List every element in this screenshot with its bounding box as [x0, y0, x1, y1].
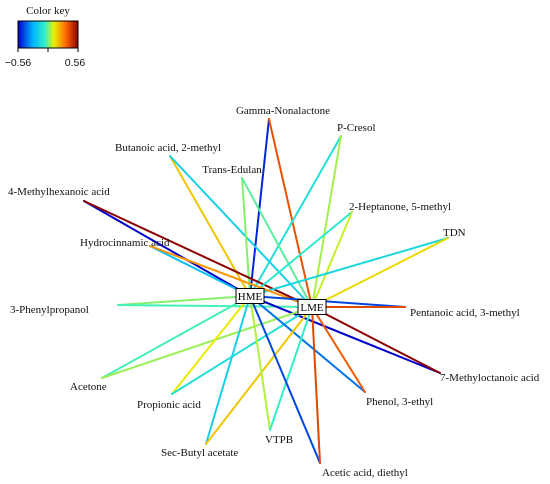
- hub-box-hme: [235, 288, 265, 304]
- node-label-3-phenylpropanol: 3-Phenylpropanol: [10, 304, 89, 316]
- edge-hme-gamma-nonalactone: [249, 118, 270, 297]
- edge-lme-butanoic-acid-2-methyl: [169, 155, 313, 308]
- node-label-trans-edulan: Trans-Edulan: [202, 164, 262, 176]
- node-label-hydrocinnamic-acid: Hydrocinnamic acid: [80, 237, 170, 249]
- node-label-acetone: Acetone: [70, 381, 107, 393]
- edge-lme-phenol-3-ethyl: [311, 306, 366, 393]
- node-label-2-heptanone-5-methyl: 2-Heptanone, 5-methyl: [349, 201, 451, 213]
- edge-lme-2-heptanone-5-methyl: [311, 211, 353, 308]
- color-key-title: Color key: [26, 5, 70, 17]
- edge-lme-trans-edulan: [241, 177, 313, 308]
- edges: [83, 118, 449, 464]
- node-label-gamma-nonalactone: Gamma-Nonalactone: [236, 105, 330, 117]
- edge-hme-sec-butyl-acetate: [205, 295, 251, 445]
- color-key: Color key −0.56 0.56: [5, 5, 86, 69]
- edge-hme-acetic-acid-diethyl: [249, 295, 321, 464]
- hub-node-lme: LME: [297, 299, 327, 315]
- hub-box-lme: [297, 299, 327, 315]
- node-label-tdn: TDN: [443, 227, 466, 239]
- edge-hme-tdn: [249, 237, 449, 297]
- edge-hme-2-heptanone-5-methyl: [249, 211, 353, 297]
- node-label-4-methylhexanoic-acid: 4-Methylhexanoic acid: [8, 186, 110, 198]
- node-label-acetic-acid-diethyl: Acetic acid, diethyl: [322, 467, 408, 479]
- node-label-sec-butyl-acetate: Sec-Butyl acetate: [161, 447, 238, 459]
- hub-nodes: HME LME: [235, 288, 327, 315]
- edge-hme-4-methylhexanoic-acid: [83, 200, 251, 297]
- color-key-min-label: −0.56: [5, 57, 32, 69]
- color-key-bar: [17, 20, 79, 49]
- edge-hme-pentanoic-acid-3-methyl: [249, 295, 406, 308]
- edge-lme-gamma-nonalactone: [268, 118, 313, 308]
- color-key-max-label: 0.56: [65, 57, 86, 69]
- hub-node-hme: HME: [235, 288, 265, 304]
- edge-lme-acetic-acid-diethyl: [311, 306, 321, 464]
- node-label-7-methyloctanoic-acid: 7-Methyloctanoic acid: [440, 372, 540, 384]
- edge-lme-propionic-acid: [171, 306, 313, 395]
- edge-lme-3-phenylpropanol: [117, 304, 313, 308]
- edge-hme-acetone: [101, 295, 251, 379]
- edge-lme-p-cresol: [311, 135, 342, 308]
- node-label-vtpb: VTPB: [265, 434, 293, 446]
- edge-hme-hydrocinnamic-acid: [149, 245, 251, 297]
- edge-lme-sec-butyl-acetate: [205, 306, 313, 445]
- edge-lme-7-methyloctanoic-acid: [311, 306, 441, 374]
- node-label-p-cresol: P-Cresol: [337, 122, 376, 134]
- edge-lme-tdn: [311, 237, 449, 308]
- compound-labels: Gamma-Nonalactone P-Cresol Butanoic acid, …: [8, 105, 540, 479]
- edge-lme-hydrocinnamic-acid: [149, 245, 313, 308]
- node-label-pentanoic-acid-3-methyl: Pentanoic acid, 3-methyl: [410, 307, 520, 319]
- node-label-propionic-acid: Propionic acid: [137, 399, 201, 411]
- edge-hme-7-methyloctanoic-acid: [249, 295, 441, 374]
- edge-hme-vtpb: [249, 295, 271, 431]
- node-label-butanoic-acid-2-methyl: Butanoic acid, 2-methyl: [115, 142, 221, 154]
- edge-lme-vtpb: [269, 306, 313, 431]
- node-label-phenol-3-ethyl: Phenol, 3-ethyl: [366, 396, 433, 408]
- edge-hme-phenol-3-ethyl: [249, 295, 366, 393]
- edge-lme-4-methylhexanoic-acid: [83, 200, 313, 308]
- hub-label-lme: LME: [300, 302, 324, 314]
- edge-hme-propionic-acid: [171, 295, 251, 395]
- edge-hme-3-phenylpropanol: [117, 295, 251, 306]
- hub-label-hme: HME: [238, 291, 263, 303]
- edge-hme-p-cresol: [249, 135, 342, 297]
- edge-hme-trans-edulan: [241, 177, 251, 297]
